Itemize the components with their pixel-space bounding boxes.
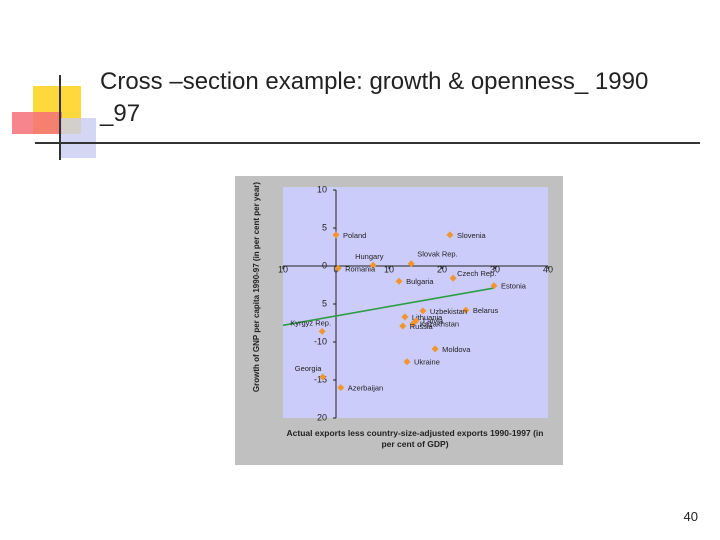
y-tick-label: 10: [317, 184, 327, 194]
point-label: Belarus: [473, 306, 499, 315]
point-label: Czech Rep.: [457, 269, 496, 278]
point-label: Azerbaijan: [348, 384, 383, 393]
point: [332, 231, 340, 239]
point: [449, 274, 457, 282]
point-label: Lithuania: [412, 313, 443, 322]
point-label: Kyrgyz Rep.: [290, 318, 331, 327]
point: [462, 306, 470, 314]
point-label: Kazakhstan: [420, 320, 459, 329]
point-label: Slovak Rep.: [417, 250, 457, 259]
point-label: Uzbekistan: [430, 307, 467, 316]
point: [431, 345, 439, 353]
point: [337, 384, 345, 392]
x-tick-label: 30: [490, 264, 500, 274]
point-label: Estonia: [501, 282, 527, 291]
deco-blue: [60, 118, 96, 158]
x-tick-label: 20: [437, 264, 447, 274]
point-label: Latvia: [423, 317, 444, 326]
point: [395, 277, 403, 285]
point-label: Russia: [410, 322, 434, 331]
y-tick-label: 5: [322, 298, 327, 308]
point: [403, 358, 411, 366]
point: [399, 322, 407, 330]
point: [407, 260, 415, 268]
point-label: Ukraine: [414, 358, 440, 367]
deco-red: [12, 112, 62, 134]
point-label: Georgia: [295, 364, 323, 373]
point: [401, 313, 409, 321]
point-label: Poland: [343, 231, 366, 240]
x-tick-label: 10: [384, 264, 394, 274]
y-axis-title: Growth of GNP per capita 1990-97 (in per…: [252, 181, 261, 393]
point: [369, 261, 377, 269]
slide-title: Cross –section example: growth & opennes…: [100, 68, 649, 127]
point-label: Hungary: [355, 252, 384, 261]
trend-line: [282, 287, 495, 327]
point: [409, 320, 417, 328]
point: [490, 282, 498, 290]
point: [334, 264, 342, 272]
y-tick-label: 5: [322, 222, 327, 232]
point-label: Romania: [345, 264, 376, 273]
x-tick-label: 40: [543, 264, 553, 274]
y-tick-label: 20: [317, 412, 327, 422]
point: [318, 327, 326, 335]
page-number: 40: [683, 509, 698, 524]
point-label: Slovenia: [457, 231, 487, 240]
point-label: Moldova: [442, 345, 471, 354]
x-axis-title: Actual exports less country-size-adjuste…: [286, 428, 544, 449]
point: [419, 307, 427, 315]
y-tick-label: -10: [314, 336, 327, 346]
x-tick-label: 10: [278, 264, 288, 274]
point: [446, 231, 454, 239]
y-tick-label: -15: [314, 374, 327, 384]
y-tick-label: 0: [322, 260, 327, 270]
point: [319, 373, 327, 381]
point-label: Bulgaria: [406, 277, 434, 286]
